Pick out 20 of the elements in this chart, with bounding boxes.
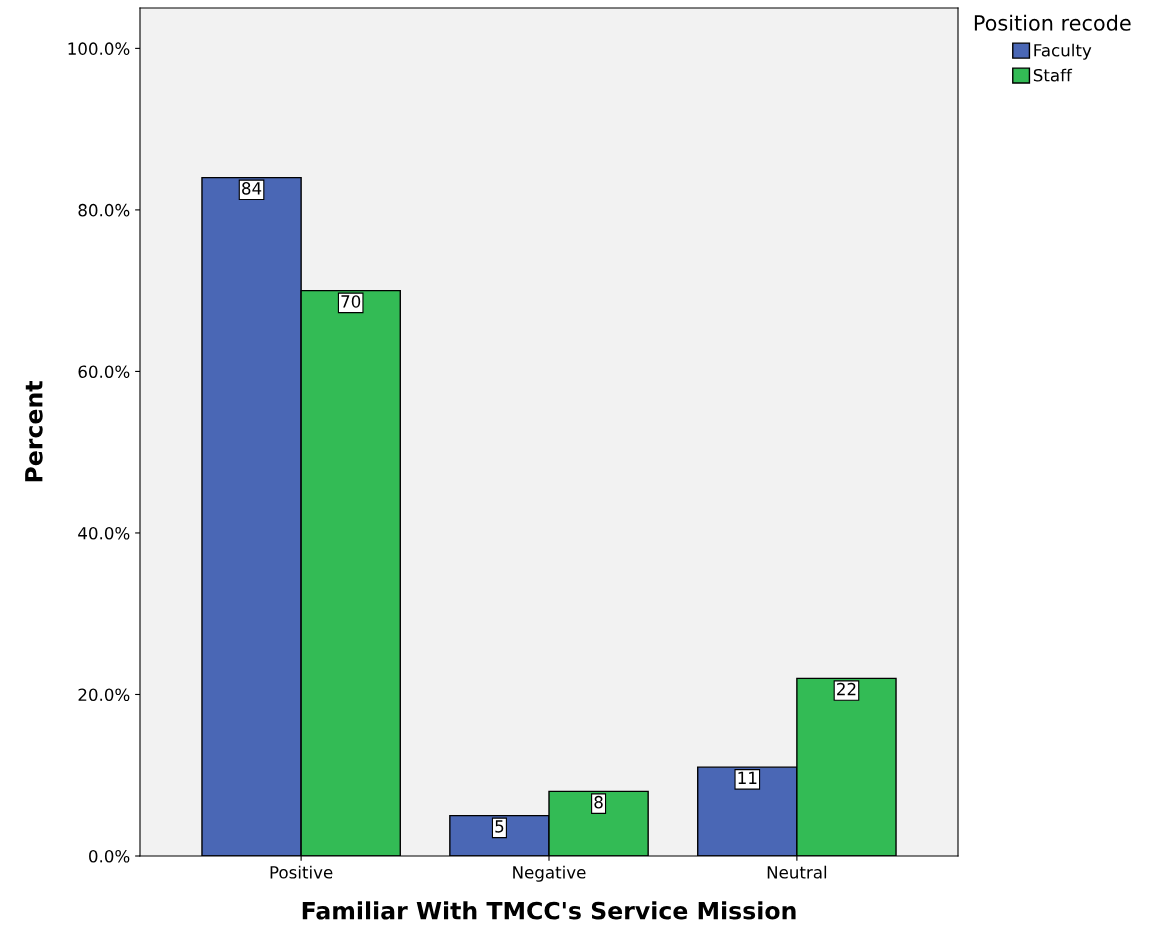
x-tick-label: Negative (513, 865, 586, 882)
data-label: 5 (495, 820, 504, 833)
legend-label: Staff (1033, 68, 1073, 82)
y-tick-label: 40.0% (78, 526, 130, 540)
x-tick-label: Positive (270, 865, 333, 879)
y-tick-label: 20.0% (78, 688, 130, 702)
legend-title: Position recode (974, 14, 1131, 31)
x-axis-title: Familiar With TMCC's Service Mission (302, 901, 796, 920)
data-label: 84 (242, 182, 262, 195)
data-label: 8 (594, 795, 603, 809)
data-label: 11 (738, 771, 757, 784)
data-label: 70 (341, 295, 361, 308)
y-tick-label: 0.0% (89, 849, 130, 863)
y-axis-title: Percent (25, 381, 43, 482)
x-tick-label: Neutral (767, 865, 827, 879)
legend-label: Faculty (1034, 43, 1092, 60)
y-tick-label: 60.0% (78, 365, 130, 378)
y-tick-label: 80.0% (78, 203, 130, 217)
y-tick-label: 100.0% (68, 42, 130, 55)
data-label: 22 (837, 682, 856, 696)
